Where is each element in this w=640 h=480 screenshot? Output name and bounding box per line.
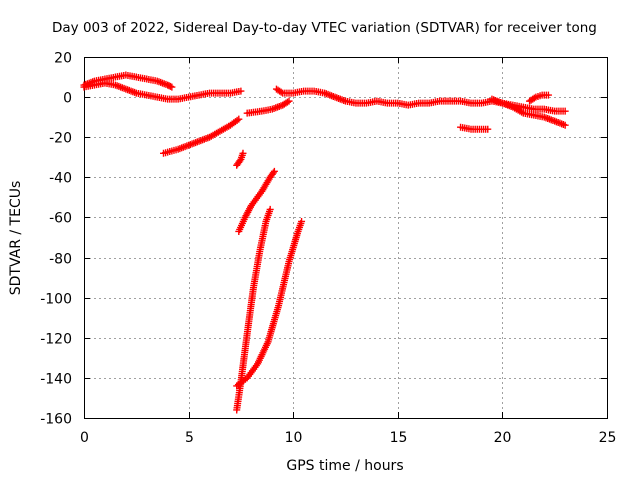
y-axis: -160 -140 -120 -100 -80 -60 -40 -20 0 20: [40, 51, 607, 428]
data-point: [277, 88, 285, 96]
x-tick-label: 10: [285, 430, 303, 446]
data-point: [561, 107, 569, 115]
data-point: [298, 217, 306, 225]
y-tick-label: -140: [40, 372, 72, 388]
data-point: [266, 205, 274, 213]
y-tick-label: 20: [54, 51, 72, 67]
series-rising-arc-2: [243, 97, 293, 117]
plot-frame: [84, 57, 608, 419]
y-tick-label: -120: [40, 332, 72, 348]
series-upper-band-b: [80, 79, 245, 103]
data-point: [168, 83, 176, 91]
data-point: [544, 91, 552, 99]
x-tick-label: 20: [494, 430, 512, 446]
series-short-arc-2: [526, 91, 552, 105]
x-tick-label: 15: [390, 430, 408, 446]
series-upper-band-a: [80, 71, 176, 91]
chart-title: Day 003 of 2022, Sidereal Day-to-day VTE…: [52, 20, 597, 36]
data-point: [561, 121, 569, 129]
x-tick-label: 5: [185, 430, 194, 446]
data-point: [530, 94, 538, 102]
y-tick-label: -160: [40, 412, 72, 428]
series-short-arc-3: [233, 149, 247, 169]
data-point: [235, 115, 243, 123]
series-deep-arc-1: [235, 167, 278, 235]
gridlines: [84, 57, 607, 418]
y-tick-label: -60: [49, 211, 72, 227]
data-point: [237, 87, 245, 95]
y-tick-label: -40: [49, 171, 72, 187]
series-short-arc-1: [457, 123, 492, 133]
data-point: [283, 98, 291, 106]
data-point: [239, 149, 247, 157]
y-tick-label: -80: [49, 252, 72, 268]
y-tick-label: -100: [40, 292, 72, 308]
series-upper-band-d: [488, 95, 569, 129]
data-point: [269, 169, 277, 177]
data-point: [236, 157, 244, 165]
y-axis-label: SDTVAR / TECUs: [8, 181, 24, 296]
data-point: [270, 167, 278, 175]
x-tick-label: 25: [599, 430, 617, 446]
y-tick-label: -20: [49, 131, 72, 147]
data-point: [285, 97, 293, 105]
x-axis: 0 5 10 15 20 25: [80, 57, 616, 446]
series-deep-arc-3: [233, 217, 306, 390]
data-points: [80, 71, 569, 414]
series-deep-arc-2: [233, 205, 274, 414]
x-tick-label: 0: [80, 430, 89, 446]
data-point: [484, 125, 492, 133]
x-axis-label: GPS time / hours: [286, 458, 403, 474]
y-tick-label: 0: [63, 91, 72, 107]
series-rising-arc-1: [159, 115, 243, 157]
